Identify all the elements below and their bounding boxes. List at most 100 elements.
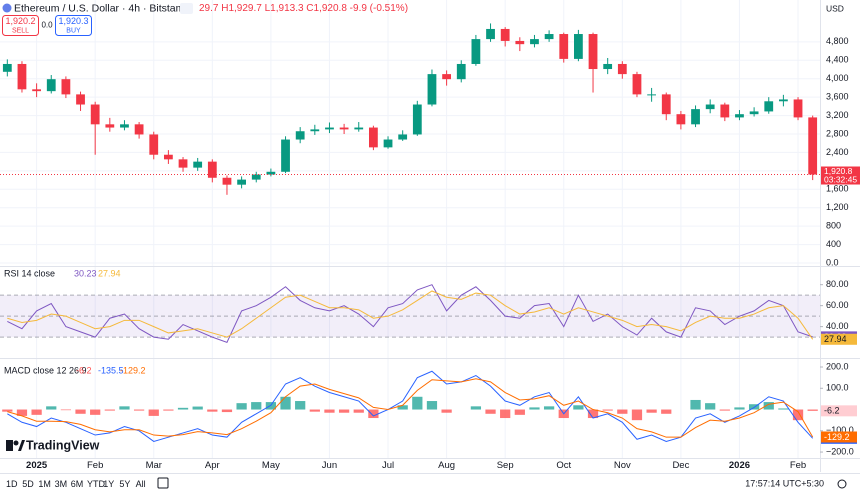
value-tag: [821, 431, 857, 443]
histogram-bar: [807, 409, 818, 411]
y-tick-label: 3,600: [826, 92, 849, 102]
candle-body: [442, 74, 451, 80]
candle-body: [369, 127, 378, 148]
x-tick-label: Jun: [322, 460, 337, 471]
x-tick-label: Dec: [672, 460, 689, 471]
histogram-bar: [133, 409, 145, 411]
histogram-bar: [397, 405, 408, 410]
buy-label: BUY: [66, 27, 81, 34]
x-tick-label: Sep: [497, 460, 514, 471]
candle-body: [588, 34, 598, 70]
pane-legend: RSI 14 close: [4, 268, 55, 278]
histogram-bar: [514, 409, 525, 415]
candle-body: [61, 79, 71, 95]
histogram-bar: [690, 399, 701, 410]
histogram-bar: [104, 409, 115, 411]
histogram-bar: [529, 407, 540, 410]
x-tick-label: Feb: [790, 460, 806, 471]
x-tick-label: Apr: [205, 460, 220, 471]
candle-body: [705, 104, 715, 110]
candle-body: [749, 111, 759, 115]
value-tag-label: -129.2: [824, 432, 850, 442]
histogram-bar: [719, 409, 730, 411]
candle-body: [295, 131, 305, 140]
histogram-bar: [2, 409, 13, 412]
x-tick-label: Aug: [438, 460, 455, 471]
candle-body: [544, 34, 554, 40]
histogram-bar: [46, 406, 57, 410]
spread: 0.0: [41, 21, 53, 30]
candle-body: [237, 179, 246, 185]
candle-body: [105, 124, 115, 128]
y-tick-label: 3,200: [826, 110, 849, 120]
y-tick-label: 1,600: [826, 184, 849, 194]
histogram-bar: [587, 409, 599, 419]
candle-body: [46, 79, 56, 92]
calendar-icon[interactable]: [157, 477, 169, 489]
legend-value: -6.2: [76, 365, 92, 375]
x-tick-label: Feb: [87, 460, 103, 471]
candle-body: [735, 114, 744, 118]
range-button[interactable]: 5Y: [119, 479, 130, 489]
histogram-bar: [309, 409, 320, 412]
axes: 2025 Feb Mar Apr May Jun Jul Aug Sep Oct Nov Dec 202…: [4, 36, 854, 471]
y-tick-label: 400: [826, 239, 841, 249]
histogram-bar: [353, 409, 364, 413]
histogram-bar: [338, 409, 350, 413]
candle-body: [574, 34, 583, 59]
histogram-bar: [75, 409, 86, 414]
logo-mark: [6, 440, 13, 451]
histogram-bar: [148, 409, 159, 416]
range-button[interactable]: 3M: [55, 479, 68, 489]
sell-box[interactable]: [2, 15, 39, 36]
quote: 29.7 H1,929.7 L1,913.3 C1,920.8 -9.9 (-0…: [199, 3, 408, 14]
histogram-bar: [368, 409, 379, 419]
range-button[interactable]: 6M: [71, 479, 84, 489]
legend-value: -129.2: [120, 365, 146, 375]
price-tag-countdown: 03:32:45: [824, 174, 857, 184]
settings-icon[interactable]: [837, 479, 847, 489]
x-tick-label: Mar: [146, 460, 162, 471]
y-tick-label: 0.0: [826, 257, 839, 267]
y-tick-label: 200.0: [826, 361, 849, 371]
header: Ethereum / U.S. Dollar · 4h · Bitstamp 2…: [2, 2, 844, 36]
candle-body: [471, 39, 481, 64]
histogram-bar: [631, 409, 643, 421]
range-button[interactable]: 5D: [22, 479, 34, 489]
x-tick-label: Jul: [382, 460, 394, 471]
histogram-bar: [426, 401, 438, 410]
buy-box[interactable]: [55, 15, 92, 36]
histogram-bar: [485, 409, 496, 414]
y-tick-label: 1,200: [826, 202, 849, 212]
histogram-bar: [31, 409, 42, 415]
range-button[interactable]: 1Y: [103, 479, 114, 489]
histogram-bar: [470, 406, 482, 410]
candle-body: [617, 63, 627, 75]
candle-body: [251, 174, 261, 180]
histogram-bar: [646, 409, 657, 413]
range-button[interactable]: 1M: [38, 479, 51, 489]
range-button[interactable]: YTD: [87, 479, 106, 489]
y-tick-label: 40.00: [826, 321, 849, 331]
y-tick-label: 4,000: [826, 73, 849, 83]
candle-body: [281, 139, 290, 172]
buy-button[interactable]: 1,920.3 BUY: [55, 15, 92, 36]
histogram-bar: [763, 402, 774, 410]
candle-body: [793, 99, 803, 118]
histogram-bar: [661, 409, 672, 414]
candle-body: [764, 101, 774, 112]
more-button[interactable]: [180, 3, 193, 14]
histogram-bar: [163, 409, 174, 411]
histogram-bar: [60, 409, 72, 411]
logo-text: TradingView: [26, 438, 100, 452]
sell-button[interactable]: 1,920.2 SELL: [2, 15, 39, 36]
histogram-bar: [617, 409, 628, 414]
range-button[interactable]: 1D: [6, 479, 18, 489]
histogram-bar: [207, 409, 218, 412]
candle-body: [515, 40, 525, 45]
x-tick-label: May: [262, 460, 280, 471]
candle-body: [559, 34, 569, 59]
histogram-bar: [221, 409, 233, 413]
range-button[interactable]: All: [136, 479, 146, 489]
